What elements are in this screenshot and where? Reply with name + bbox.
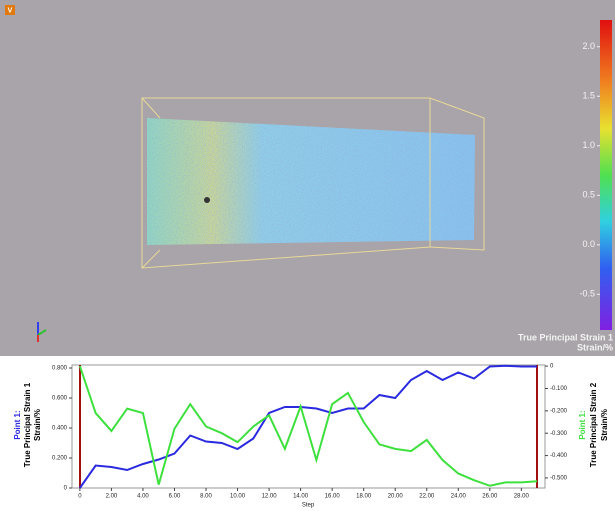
y-axis-unit: Strain/% [33, 409, 42, 441]
colorbar-tick-label: 0.5 [582, 190, 595, 200]
y-tick-label: 0.600 [52, 396, 68, 402]
x-tick-label: 18.00 [356, 494, 372, 500]
colorbar-title: True Principal Strain 1 [518, 332, 613, 342]
colorbar [600, 20, 612, 330]
x-tick-label: 28.00 [514, 494, 530, 500]
x-tick-label: 4.00 [137, 494, 149, 500]
y2-axis-title: True Principal Strain 2 [589, 382, 598, 467]
x-tick-label: 20.00 [388, 494, 404, 500]
x-tick-label: 12.00 [262, 494, 278, 500]
x-tick-label: 10.00 [230, 494, 246, 500]
y-tick-label: 0.800 [52, 366, 68, 372]
x-tick-label: 24.00 [451, 494, 467, 500]
y2-point-label: Point 1: [578, 410, 587, 439]
colorbar-tick-label: -0.5 [579, 289, 595, 299]
y-point-label: Point 1: [13, 410, 22, 439]
y2-tick-label: -0.200 [550, 408, 568, 414]
x-axis-label: Step [302, 503, 315, 509]
badge-label: V [8, 7, 13, 14]
y2-axis-unit: Strain/% [600, 409, 609, 441]
y-tick-label: 0.400 [52, 426, 68, 432]
y2-tick-label: -0.300 [550, 431, 568, 437]
colorbar-tick-label: 2.0 [582, 41, 595, 51]
x-tick-label: 16.00 [325, 494, 341, 500]
probe-point [204, 197, 210, 203]
colorbar-unit: Strain/% [577, 342, 613, 352]
x-tick-label: 2.00 [106, 494, 118, 500]
colorbar-tick-label: 1.0 [582, 140, 595, 150]
colorbar-tick-label: 1.5 [582, 91, 595, 101]
y-axis-title: True Principal Strain 1 [23, 382, 32, 467]
x-tick-label: 22.00 [419, 494, 435, 500]
plot-area [72, 365, 545, 488]
x-tick-label: 8.00 [200, 494, 212, 500]
app-window: V True Principal Strain 1 Strain/% Step … [0, 0, 615, 511]
point-cloud [147, 118, 475, 245]
x-tick-label: 6.00 [169, 494, 181, 500]
colorbar-tick-label: 0.0 [582, 239, 595, 249]
y-tick-label: 0.200 [52, 456, 68, 462]
y2-tick-label: -0.400 [550, 453, 568, 459]
y2-tick-label: -0.100 [550, 386, 568, 392]
x-tick-label: 26.00 [482, 494, 498, 500]
x-tick-label: 14.00 [293, 494, 309, 500]
y2-tick-label: -0.500 [550, 476, 568, 482]
